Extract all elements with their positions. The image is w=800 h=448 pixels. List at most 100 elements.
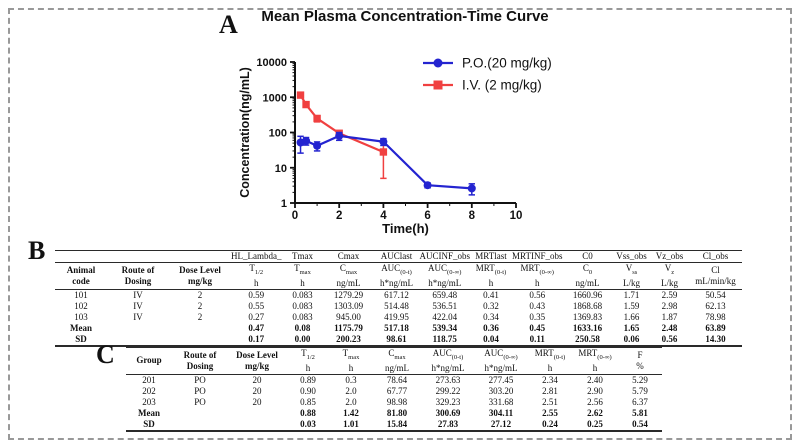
column-header-cell: Dose Level mg/kg [169, 262, 231, 290]
data-cell: 1369.83 [572, 311, 603, 322]
data-cell: 62.13 [705, 300, 726, 311]
table-row: 101 IV 2 0.59 0.083 1279.29 617.12 659.48 0.41 0.… [55, 289, 742, 301]
data-cell: IV [133, 289, 143, 300]
iv-pk-parameters-table: HL_Lambda_ Tmax Cmax AUClast AUCINF_obs MRTla… [55, 250, 743, 347]
software-header-cell [55, 250, 107, 263]
data-cell: 1.59 [623, 300, 640, 311]
data-cell: 0.04 [470, 333, 512, 347]
data-cell: 5.79 [632, 385, 648, 396]
data-cell: 329.23 [435, 396, 461, 407]
data-cell [228, 408, 286, 419]
table-row: Mean 0.47 0.08 1175.79 517.18 539.34 0.36 0.45 1… [55, 323, 742, 334]
data-cell: 0.35 [529, 311, 546, 322]
table-row: 202 PO 20 0.90 2.0 67.77 299.22 303.20 2.81 2.90 5… [126, 386, 662, 397]
column-header-cell: Tmax h [330, 347, 372, 375]
data-cell [228, 418, 286, 432]
data-cell: 27.83 [422, 418, 474, 432]
data-point-marker [335, 131, 344, 140]
data-cell: 5.29 [632, 374, 648, 385]
data-cell [169, 333, 231, 347]
data-cell: 2.0 [345, 385, 357, 396]
data-cell: 1868.68 [572, 300, 603, 311]
data-cell: 6.37 [632, 396, 648, 407]
data-cell: 659.48 [432, 289, 458, 300]
data-cell: 0.54 [618, 418, 662, 432]
data-cell: 63.89 [705, 322, 726, 333]
panel-a-label: A [219, 10, 238, 39]
data-cell: 1.65 [623, 322, 640, 333]
x-tick-label: 4 [380, 210, 387, 222]
data-cell: 514.48 [384, 300, 409, 311]
software-header-cell [169, 250, 231, 263]
data-cell: 202 [142, 385, 156, 396]
data-cell: 0.24 [528, 418, 572, 432]
column-header-cell: Cmax ng/mL [372, 347, 422, 375]
data-cell: 536.51 [432, 300, 458, 311]
data-cell: 2 [197, 311, 203, 322]
column-header-cell: Route of Dosing [107, 262, 169, 290]
data-cell: 0.083 [292, 311, 313, 322]
data-cell: 1303.09 [333, 300, 364, 311]
data-cell: 78.98 [705, 311, 726, 322]
legend-label: I.V. (2 mg/kg) [462, 78, 542, 93]
column-header-cell: C0 ng/mL [562, 262, 613, 290]
data-cell: 1279.29 [333, 289, 364, 300]
data-cell: 0.55 [248, 300, 265, 311]
data-cell: 0.56 [529, 289, 546, 300]
column-header-cell: MRT(0-∞) h [512, 262, 563, 290]
data-cell: 273.63 [435, 374, 461, 385]
data-cell: 2.0 [345, 396, 357, 407]
data-cell: 0.56 [650, 333, 689, 347]
software-header-cell: C0 [562, 250, 613, 263]
software-header-cell: MRTINF_obs [512, 250, 563, 263]
software-header-cell: AUCINF_obs [419, 250, 470, 263]
data-cell: 0.45 [529, 322, 546, 333]
column-header-cell: Cl mL/min/kg [688, 262, 743, 290]
data-cell: 0.06 [612, 333, 651, 347]
data-cell: 0.3 [345, 374, 357, 385]
data-cell: Mean [70, 322, 92, 333]
table-row: 103 IV 2 0.27 0.083 945.00 419.95 422.04 0.34 0.3… [55, 312, 742, 323]
data-cell: 0.36 [483, 322, 499, 333]
panel-b-label: B [28, 236, 46, 265]
legend-marker [433, 80, 443, 90]
legend-marker [433, 58, 443, 68]
data-cell [107, 333, 169, 347]
column-header-cell: Tmax h [281, 262, 324, 290]
data-cell: 2.81 [542, 385, 558, 396]
data-cell [172, 408, 228, 419]
column-header-cell: T1/2 h [231, 262, 282, 290]
column-header-cell: Animal code [55, 262, 107, 290]
data-cell: 2 [197, 300, 203, 311]
data-cell: 1633.16 [572, 322, 603, 333]
data-cell: 200.23 [323, 333, 374, 347]
data-cell: 0.11 [512, 333, 563, 347]
data-cell: 98.61 [373, 333, 420, 347]
data-cell: 304.11 [488, 407, 514, 418]
x-axis-label: Time(h) [382, 221, 429, 236]
data-cell: 15.84 [372, 418, 422, 432]
table-row: SD 0.03 1.01 15.84 27.83 27.12 0.24 0.25 0.54 [126, 418, 662, 432]
data-cell: 2.48 [661, 322, 678, 333]
data-cell: 299.22 [435, 385, 461, 396]
data-cell: 27.12 [474, 418, 528, 432]
y-tick-label: 100 [269, 128, 287, 140]
y-tick-label: 1 [281, 198, 287, 210]
data-cell: 0.17 [231, 333, 282, 347]
data-cell [172, 418, 228, 432]
column-header-cell: Group [126, 347, 172, 375]
data-cell: 0.03 [286, 418, 330, 432]
data-cell: 0.47 [248, 322, 265, 333]
column-header-cell: AUC(0-t) h*ng/mL [422, 347, 474, 375]
data-point-marker [379, 137, 388, 146]
data-cell: 303.20 [488, 385, 514, 396]
data-cell: Mean [138, 407, 160, 418]
column-header-cell: MRT(0-t) h [528, 347, 572, 375]
software-header-cell: HL_Lambda_ [231, 250, 282, 263]
data-cell: 1.87 [661, 311, 678, 322]
data-cell: 103 [74, 311, 88, 322]
data-cell: 0.88 [300, 407, 316, 418]
table-row: Animal code Route of Dosing Dose Level mg/kg T… [55, 262, 743, 290]
data-cell: 5.81 [632, 407, 648, 418]
data-cell: 0.08 [294, 322, 311, 333]
